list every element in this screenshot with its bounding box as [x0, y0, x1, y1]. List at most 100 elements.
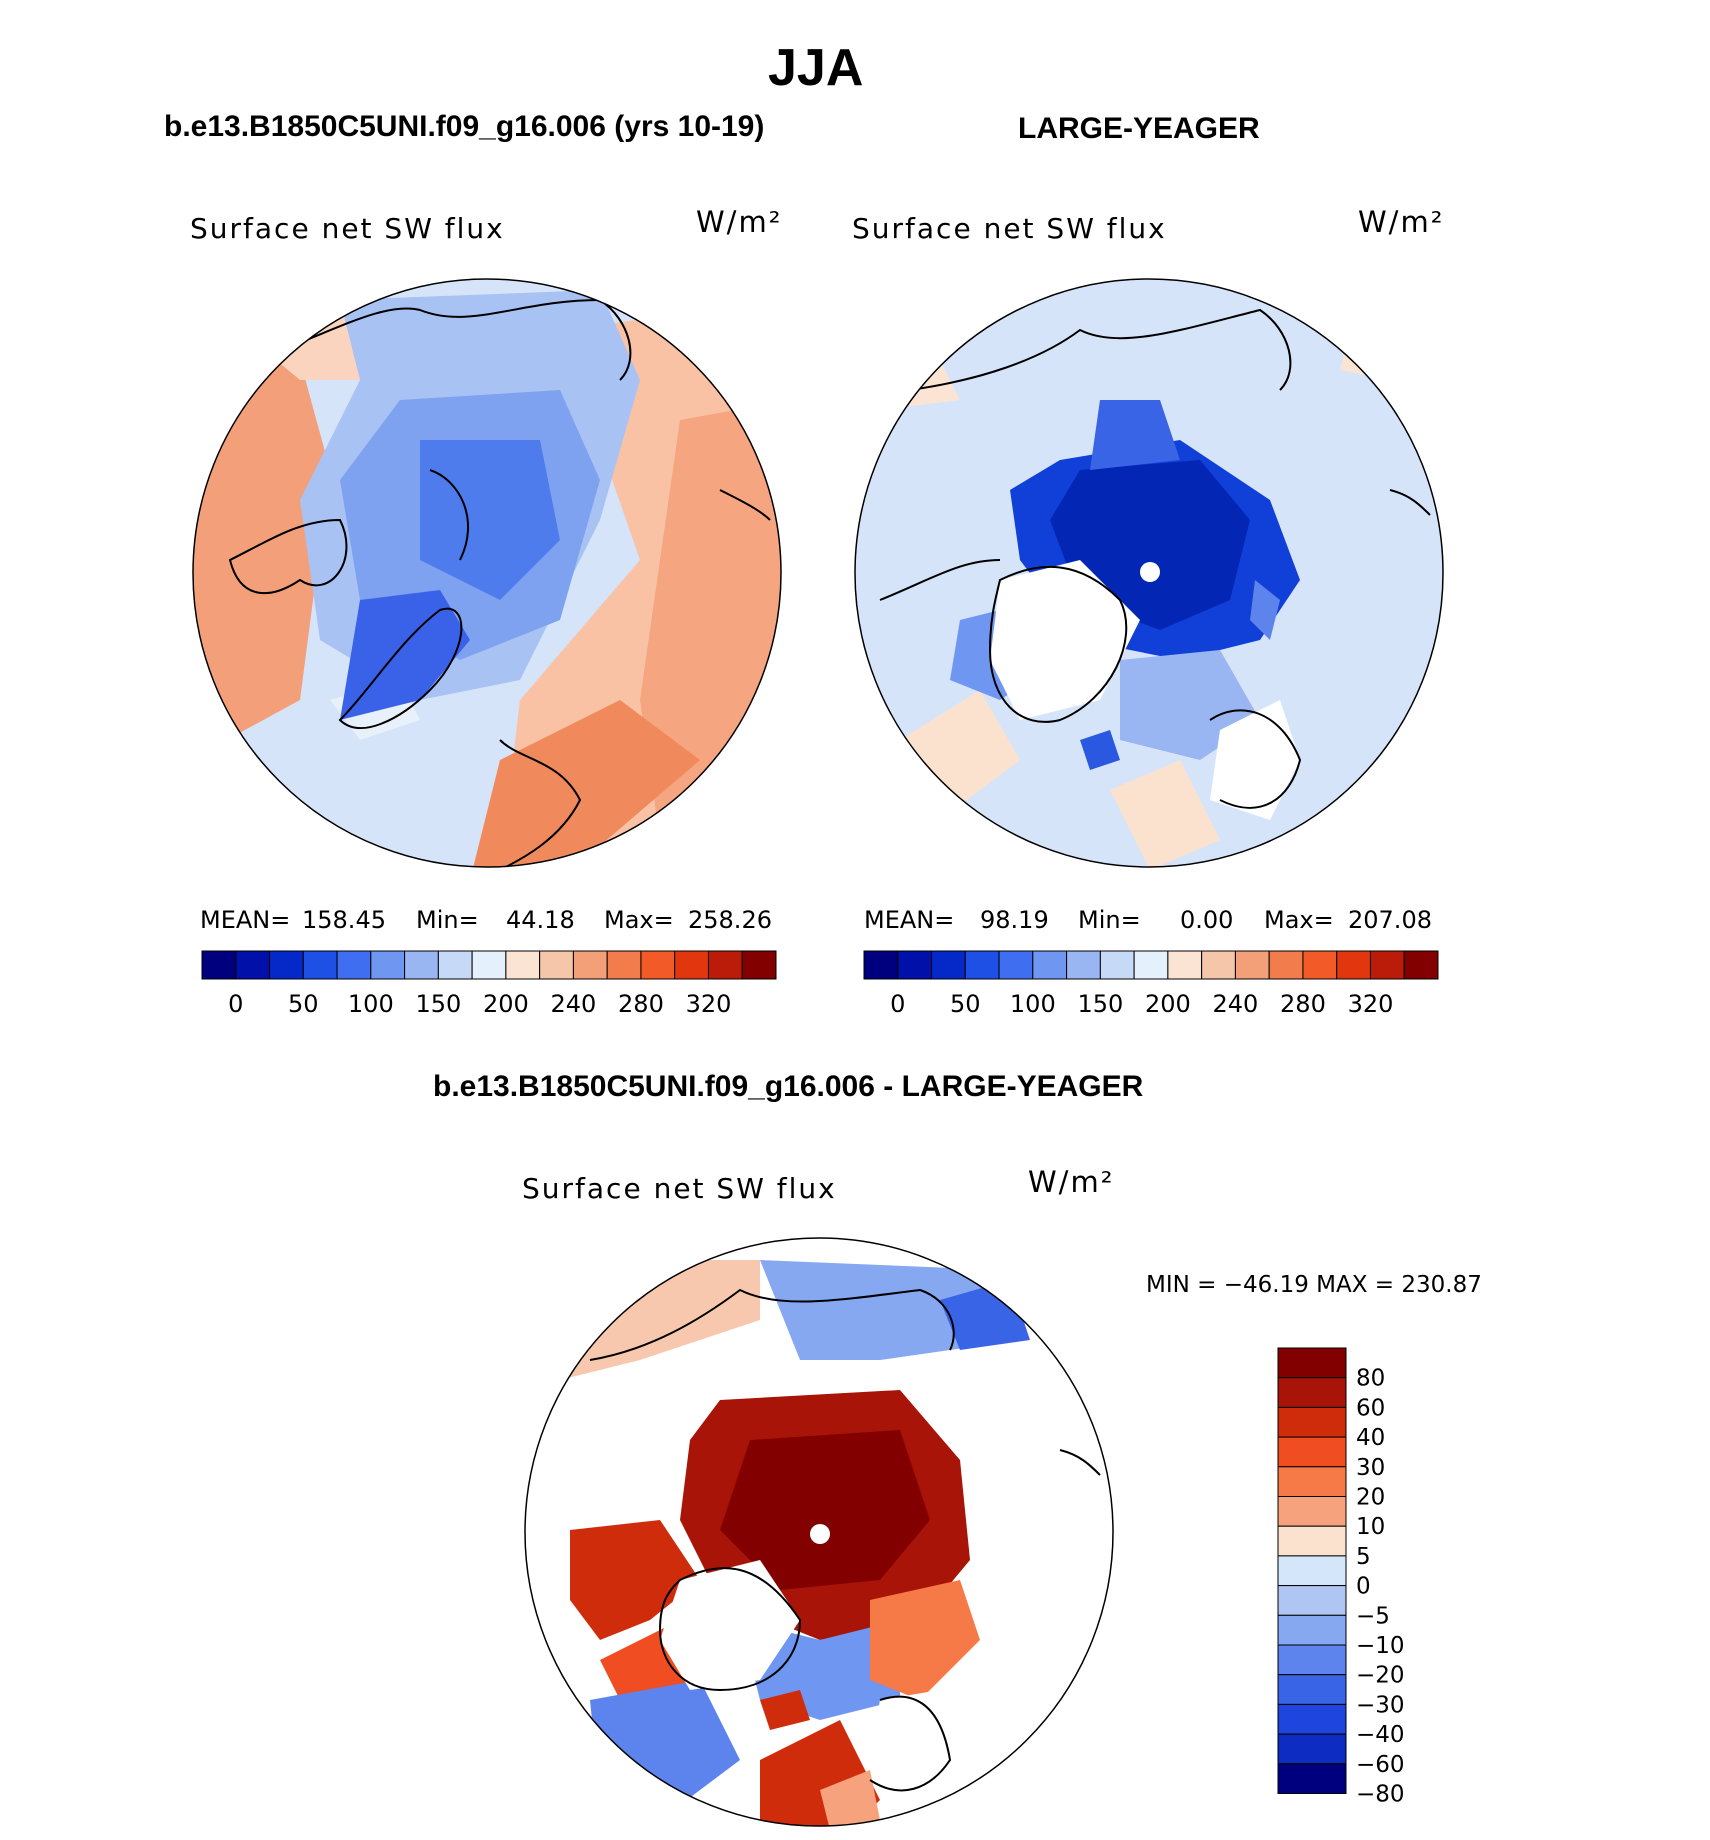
- diff-colorbar-tick: −40: [1356, 1722, 1405, 1748]
- diff-colorbar-tick: −10: [1356, 1633, 1405, 1659]
- panel2-mean-value: 98.19: [980, 906, 1049, 934]
- panel1-units: W/m²: [696, 205, 783, 239]
- panel1-colorbar-tick: 150: [415, 990, 461, 1018]
- panel2-colorbar-tick: 100: [1010, 990, 1056, 1018]
- diff-colorbar-tick: −30: [1356, 1692, 1405, 1718]
- panel2-colorbar-box: [1032, 950, 1068, 980]
- panel1-max-value: 258.26: [688, 906, 772, 934]
- diff-variable-label: Surface net SW flux: [522, 1172, 837, 1205]
- diff-colorbar-box: [1277, 1555, 1347, 1587]
- panel1-colorbar-tick: 240: [551, 990, 597, 1018]
- diff-colorbar-tick: 30: [1356, 1455, 1385, 1481]
- panel1-colorbar-box: [471, 950, 507, 980]
- diff-colorbar-tick: 40: [1356, 1425, 1385, 1451]
- diff-colorbar-tick: 80: [1356, 1366, 1385, 1392]
- panel2-min-value: 0.00: [1180, 906, 1234, 934]
- diff-colorbar: 80 60 40 30 20 10 5 0 −5 −10 −20 −30 −40 −60 −80: [1277, 1347, 1405, 1808]
- panel2-colorbar-box: [1133, 950, 1169, 980]
- diff-colorbar-box: [1277, 1763, 1347, 1795]
- panel1-colorbar-tick: 50: [288, 990, 319, 1018]
- panel1-mean-label: MEAN=: [200, 906, 291, 934]
- panel1-colorbar-box: [674, 950, 709, 980]
- panel1-max-label: Max=: [604, 906, 674, 934]
- panel1-colorbar-box: [437, 950, 473, 980]
- panel2-max-value: 207.08: [1348, 906, 1432, 934]
- diff-colorbar-tick: 0: [1356, 1574, 1371, 1600]
- diff-minmax: MIN = −46.19 MAX = 230.87: [1146, 1272, 1482, 1298]
- panel1-colorbar-box: [539, 950, 574, 980]
- panel2-colorbar-box: [931, 950, 966, 980]
- panel1-colorbar-box: [606, 950, 642, 980]
- panel1-colorbar-tick: 320: [686, 990, 732, 1018]
- panel2-mean-label: MEAN=: [864, 906, 955, 934]
- diff-colorbar-box: [1277, 1466, 1347, 1498]
- diff-colorbar-box: [1277, 1406, 1347, 1438]
- panel2-colorbar-box: [863, 950, 899, 980]
- diff-colorbar-tick: −20: [1356, 1663, 1405, 1689]
- panel2-colorbar-tick: 280: [1280, 990, 1326, 1018]
- diff-colorbar-box: [1277, 1585, 1347, 1616]
- panel1-colorbar-box: [336, 950, 372, 980]
- diff-pole-marker: [810, 1524, 830, 1544]
- diff-colorbar-tick: 5: [1356, 1544, 1371, 1570]
- diff-colorbar-box: [1277, 1377, 1347, 1408]
- panel1-colorbar-tick: 200: [483, 990, 529, 1018]
- panel1-min-value: 44.18: [506, 906, 575, 934]
- diff-colorbar-box: [1277, 1644, 1347, 1676]
- panel2-colorbar-tick: 240: [1213, 990, 1259, 1018]
- diff-units: W/m²: [1028, 1165, 1115, 1199]
- panel1-colorbar-box: [741, 950, 777, 980]
- panel1-variable-label: Surface net SW flux: [190, 212, 505, 245]
- panel1-colorbar-box: [302, 950, 338, 980]
- panel1-colorbar-tick: 0: [228, 990, 243, 1018]
- panel1-polar-map: [193, 279, 781, 867]
- panel1-colorbar-box: [201, 950, 237, 980]
- panel2-colorbar-box: [897, 950, 933, 980]
- panel1-colorbar: 0 50 100 150 200 240 280 320: [201, 950, 777, 1018]
- panel1-colorbar-box: [404, 950, 439, 980]
- diff-colorbar-box: [1277, 1614, 1347, 1646]
- panel1-colorbar-tick: 100: [348, 990, 394, 1018]
- panel2-colorbar-box: [964, 950, 1000, 980]
- panel1-colorbar-tick: 280: [618, 990, 664, 1018]
- panel2-min-label: Min=: [1078, 906, 1141, 934]
- diff-colorbar-box: [1277, 1733, 1347, 1765]
- diff-colorbar-tick: 60: [1356, 1395, 1385, 1421]
- panel1-colorbar-box: [572, 950, 608, 980]
- panel1-mean-value: 158.45: [302, 906, 386, 934]
- diff-colorbar-box: [1277, 1496, 1347, 1527]
- panel2-max-label: Max=: [1264, 906, 1334, 934]
- panel2-colorbar-box: [1302, 950, 1338, 980]
- diff-colorbar-box: [1277, 1674, 1347, 1705]
- panel2-colorbar-tick: 320: [1348, 990, 1394, 1018]
- panel2-title: LARGE-YEAGER: [1018, 112, 1260, 145]
- panel1-colorbar-box: [235, 950, 271, 980]
- panel2-colorbar-box: [1369, 950, 1405, 980]
- panel2-colorbar-tick: 50: [950, 990, 981, 1018]
- panel2-colorbar-box: [1201, 950, 1236, 980]
- diff-colorbar-tick: −60: [1356, 1752, 1405, 1778]
- diff-colorbar-tick: −5: [1356, 1603, 1390, 1629]
- panel1-min-label: Min=: [416, 906, 479, 934]
- panel1-colorbar-box: [707, 950, 743, 980]
- panel2-colorbar-box: [1234, 950, 1270, 980]
- panel1-colorbar-box: [505, 950, 541, 980]
- panel2-colorbar-box: [1268, 950, 1304, 980]
- diff-colorbar-tick: 20: [1356, 1485, 1385, 1511]
- panel1-colorbar-box: [640, 950, 676, 980]
- panel1-title: b.e13.B1850C5UNI.f09_g16.006 (yrs 10-19): [164, 110, 765, 143]
- panel1-colorbar-box: [269, 950, 304, 980]
- panel2-colorbar-tick: 150: [1077, 990, 1123, 1018]
- panel2-colorbar-box: [998, 950, 1034, 980]
- diff-colorbar-box: [1277, 1525, 1347, 1557]
- diff-colorbar-tick: 10: [1356, 1514, 1385, 1540]
- panel2-colorbar-box: [1167, 950, 1203, 980]
- panel2-colorbar-box: [1336, 950, 1371, 980]
- page-title: JJA: [768, 39, 864, 97]
- panel2-colorbar-box: [1066, 950, 1101, 980]
- diff-colorbar-box: [1277, 1436, 1347, 1468]
- panel2-colorbar-tick: 0: [890, 990, 905, 1018]
- panel2-colorbar: 0 50 100 150 200 240 280 320: [863, 950, 1439, 1018]
- diff-colorbar-box: [1277, 1703, 1347, 1735]
